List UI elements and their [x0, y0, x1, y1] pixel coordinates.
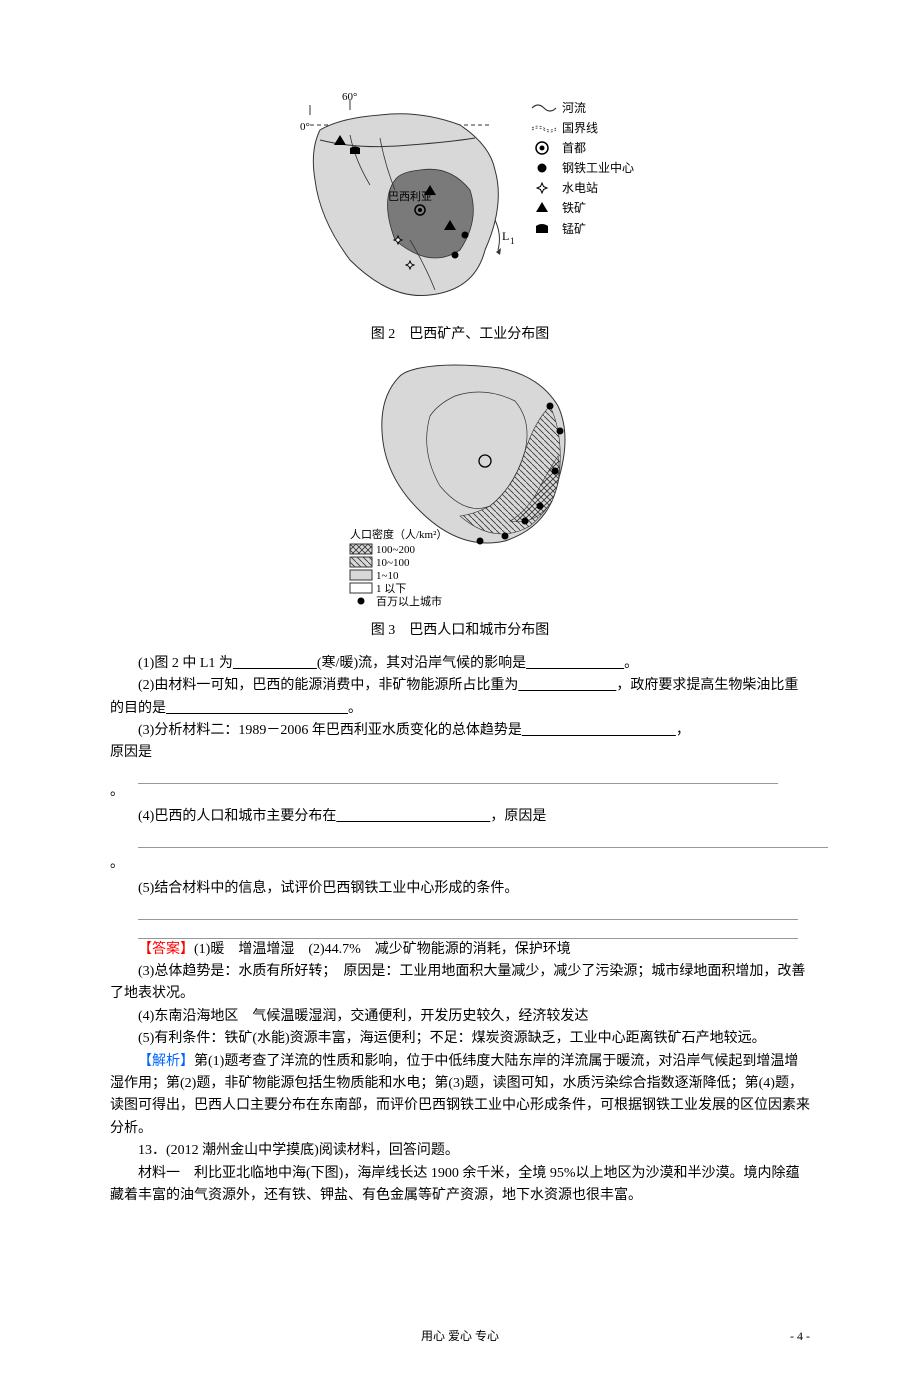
- answer-block-1: 【答案】(1)暖 增温增湿 (2)44.7% 减少矿物能源的消耗，保护环境: [110, 939, 810, 961]
- q1-part-a: (1)图 2 中 L1 为: [138, 656, 233, 671]
- figure-3-caption: 图 3 巴西人口和城市分布图: [110, 620, 810, 642]
- answer-3: (3)总体趋势是：水质有所好转； 原因是：工业用地面积大量减少，减少了污染源；城…: [110, 961, 810, 1006]
- question-3: (3)分析材料二：1989－2006 年巴西利亚水质变化的总体趋势是 ，: [110, 720, 810, 742]
- brazil-mineral-map: 0° 60° 巴西利亚: [280, 90, 640, 320]
- legend-border: 国界线: [562, 121, 598, 135]
- question-2: (2)由材料一可知，巴西的能源消费中，非矿物能源所占比重为 ，政府要求提高生物柴…: [110, 675, 810, 720]
- question-13-material: 材料一 利比亚北临地中海(下图)，海岸线长达 1900 余千米，全境 95%以上…: [110, 1163, 810, 1208]
- figure-2: 0° 60° 巴西利亚: [110, 90, 810, 346]
- answer-label: 【答案】: [138, 942, 194, 957]
- q3-part-b: ，: [676, 723, 690, 738]
- legend-hydro: 水电站: [562, 181, 598, 195]
- legend3-10-100: 10~100: [376, 557, 410, 569]
- question-5: (5)结合材料中的信息，试评价巴西钢铁工业中心形成的条件。: [110, 878, 810, 900]
- answer-1-2: (1)暖 增温增湿 (2)44.7% 减少矿物能源的消耗，保护环境: [194, 942, 571, 957]
- question-1: (1)图 2 中 L1 为 (寒/暖)流，其对沿岸气候的影响是 。: [110, 653, 810, 675]
- question-13-title: 13．(2012 潮州金山中学摸底)阅读材料，回答问题。: [110, 1140, 810, 1162]
- legend3-lt1: 1 以下: [376, 583, 406, 595]
- page-footer: 用心 爱心 专心 - 4 -: [110, 1327, 810, 1346]
- legend3-1-10: 1~10: [376, 570, 399, 582]
- question-5-blank-1: [110, 901, 810, 920]
- x-tick: 60°: [342, 91, 357, 103]
- q3-part-c: 。: [110, 784, 124, 799]
- footer-page-number: - 4 -: [790, 1327, 810, 1346]
- q2-part-c: 。: [348, 701, 362, 716]
- l1-sub: 1: [510, 236, 515, 246]
- figure-2-caption: 图 2 巴西矿产、工业分布图: [110, 324, 810, 346]
- question-3-cause-prefix: 原因是: [110, 742, 810, 764]
- question-4: (4)巴西的人口和城市主要分布在 ，原因是: [110, 806, 810, 828]
- footer-motto: 用心 爱心 专心: [421, 1329, 499, 1343]
- q4-part-a: (4)巴西的人口和城市主要分布在: [138, 809, 336, 824]
- q3-part-a: (3)分析材料二：1989－2006 年巴西利亚水质变化的总体趋势是: [138, 723, 522, 738]
- legend3-100-200: 100~200: [376, 544, 415, 556]
- legend-steel: 钢铁工业中心: [562, 160, 634, 175]
- q4-part-b: ，原因是: [490, 809, 546, 824]
- q2-part-a: (2)由材料一可知，巴西的能源消费中，非矿物能源所占比重为: [138, 678, 518, 693]
- legend-iron: 铁矿: [562, 201, 586, 215]
- l1-label: L: [502, 229, 509, 243]
- q4-part-c: 。: [110, 856, 124, 871]
- figure-3: 人口密度（人/km²） 100~200 10~100 1~10 1 以下 百万以…: [110, 356, 810, 642]
- analysis-block: 【解析】第(1)题考查了洋流的性质和影响，位于中低纬度大陆东岸的洋流属于暖流，对…: [110, 1051, 810, 1141]
- question-3-blank: 。: [110, 765, 810, 806]
- brazil-population-map: 人口密度（人/km²） 100~200 10~100 1~10 1 以下 百万以…: [310, 356, 610, 616]
- legend-manganese: 锰矿: [562, 221, 586, 236]
- analysis-text: 第(1)题考查了洋流的性质和影响，位于中低纬度大陆东岸的洋流属于暖流，对沿岸气候…: [110, 1054, 810, 1136]
- q1-part-c: 。: [624, 656, 638, 671]
- question-4-blank: 。: [110, 829, 810, 879]
- analysis-label: 【解析】: [138, 1054, 194, 1069]
- y-tick: 0°: [300, 121, 310, 133]
- legend-capital: 首都: [562, 141, 586, 155]
- q1-part-b: (寒/暖)流，其对沿岸气候的影响是: [317, 656, 526, 671]
- legend3-city: 百万以上城市: [376, 594, 442, 608]
- legend-river: 河流: [562, 101, 586, 115]
- legend3-title: 人口密度（人/km²）: [350, 527, 447, 541]
- capital-label: 巴西利亚: [388, 190, 432, 203]
- material-text: 利比亚北临地中海(下图)，海岸线长达 1900 余千米，全境 95%以上地区为沙…: [110, 1166, 799, 1203]
- material-label: 材料一: [138, 1166, 180, 1181]
- question-5-blank-2: [110, 920, 810, 939]
- answer-4: (4)东南沿海地区 气候温暖湿润，交通便利，开发历史较久，经济较发达: [110, 1006, 810, 1028]
- answer-5: (5)有利条件：铁矿(水能)资源丰富，海运便利；不足：煤炭资源缺乏，工业中心距离…: [110, 1028, 810, 1050]
